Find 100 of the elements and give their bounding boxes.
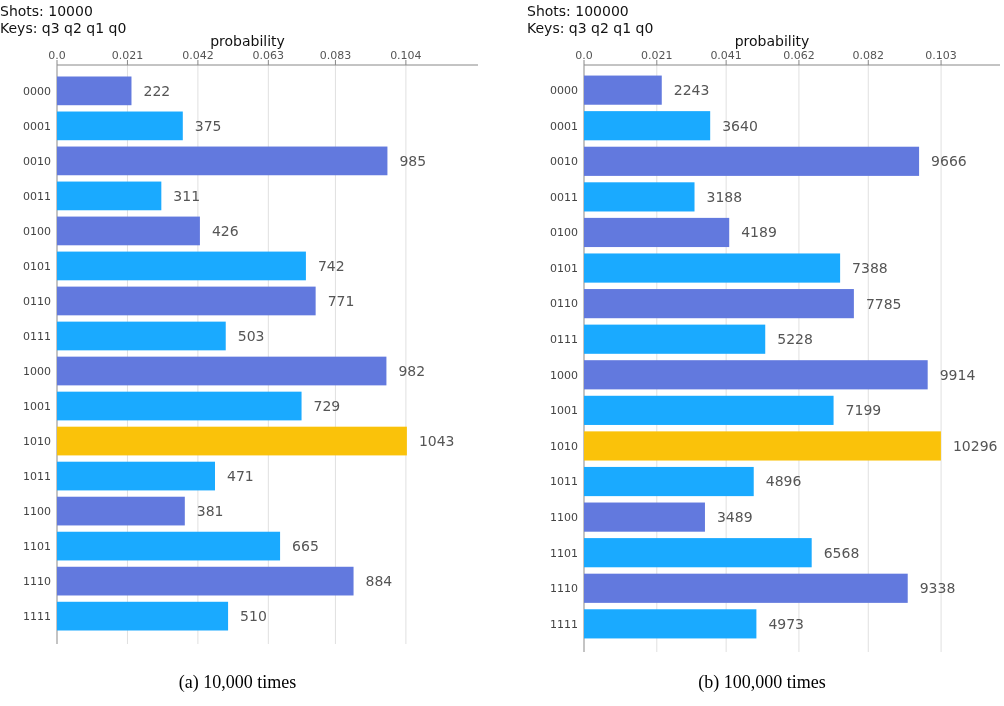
y-tick-label: 1001	[23, 399, 51, 413]
y-tick-label: 1000	[23, 364, 51, 378]
bar	[57, 286, 316, 316]
bar	[584, 609, 757, 639]
bar	[57, 531, 281, 561]
bar	[57, 111, 183, 141]
y-tick-label: 0110	[550, 297, 578, 311]
bar	[584, 182, 695, 212]
y-tick-label: 1110	[550, 582, 578, 596]
data-label: 9914	[939, 366, 976, 383]
data-label: 381	[196, 502, 224, 519]
y-tick-label: 0011	[23, 189, 51, 203]
y-tick-label: 0100	[550, 226, 578, 240]
data-label: 985	[399, 152, 427, 169]
x2-axis-title: probability	[734, 33, 810, 49]
y-tick-label: 1110	[23, 574, 51, 588]
x2-tick-label: 0.041	[710, 49, 742, 62]
y-tick-label: 1010	[23, 434, 51, 448]
bar	[584, 573, 908, 603]
data-label: 7785	[865, 295, 902, 312]
y-tick-label: 1010	[550, 439, 578, 453]
y-tick-label: 0111	[23, 329, 51, 343]
bar	[584, 538, 812, 568]
data-label: 9666	[931, 153, 967, 170]
bar	[584, 253, 841, 283]
bar	[584, 324, 766, 354]
text: (a) 10,000 times	[178, 672, 297, 693]
y-tick-label: 1001	[550, 404, 578, 418]
y-tick-label: 1111	[23, 609, 51, 623]
data-label: 1043	[418, 432, 455, 449]
bar	[57, 216, 200, 246]
text: Keys: q3 q2 q1 q0	[0, 20, 127, 36]
y-tick-label: 0001	[550, 119, 578, 133]
data-label: 3188	[706, 188, 743, 205]
bar	[584, 146, 920, 176]
y-tick-label: 1100	[23, 504, 51, 518]
y-tick-label: 1011	[550, 475, 578, 489]
bar	[57, 496, 185, 526]
bar	[57, 461, 215, 491]
data-label: 375	[194, 117, 222, 134]
x2-tick-label: 0.104	[390, 49, 422, 62]
data-label: 10296	[952, 437, 998, 454]
bar	[584, 111, 711, 141]
data-label: 471	[227, 467, 254, 484]
y-tick-label: 1100	[550, 510, 578, 524]
data-label: 5228	[777, 331, 813, 348]
data-label: 4896	[765, 473, 802, 490]
data-label: 6568	[823, 544, 860, 561]
x2-tick-label: 0.103	[925, 49, 957, 62]
bar	[584, 75, 662, 105]
bar	[584, 431, 941, 461]
bar	[57, 601, 229, 631]
y-tick-label: 1101	[550, 546, 578, 560]
y-tick-label: 0110	[23, 294, 51, 308]
x2-tick-label: 0.082	[852, 49, 885, 62]
bar	[57, 181, 162, 211]
data-label: 9338	[919, 580, 956, 597]
x2-tick-label: 0.021	[111, 49, 144, 62]
bar	[584, 466, 754, 497]
y-tick-label: 0111	[550, 333, 578, 347]
data-label: 771	[327, 292, 355, 309]
y-tick-label: 0101	[550, 261, 578, 275]
y-tick-label: 0010	[550, 155, 578, 169]
y-tick-label: 0001	[23, 119, 51, 133]
data-label: 3489	[716, 509, 753, 526]
bar	[584, 502, 705, 532]
y-tick-label: 1101	[23, 539, 51, 553]
y-tick-label: 0000	[550, 84, 578, 97]
x2-tick-label: 0.063	[252, 49, 285, 62]
data-label: 7388	[852, 259, 888, 276]
data-label: 742	[317, 257, 345, 274]
x2-tick-label: 0.083	[319, 49, 352, 62]
y-tick-label: 0011	[550, 190, 578, 204]
x2-tick-label: 0.042	[182, 49, 214, 62]
bar	[584, 360, 928, 390]
data-label: 982	[398, 362, 426, 379]
bar	[57, 356, 387, 386]
data-label: 729	[313, 397, 341, 414]
bar	[584, 217, 730, 248]
y-tick-label: 0101	[23, 259, 51, 273]
x2-axis-title: probability	[210, 33, 285, 49]
data-label: 222	[143, 82, 171, 99]
x2-tick-label: 0.0	[48, 49, 66, 62]
y-tick-label: 1011	[23, 469, 51, 483]
text: (b) 100,000 times	[698, 672, 826, 693]
data-label: 4189	[741, 224, 777, 241]
x2-tick-label: 0.021	[641, 49, 673, 62]
y-tick-label: 1000	[550, 368, 578, 382]
bar	[57, 76, 132, 106]
data-label: 426	[211, 222, 239, 239]
data-label: 3640	[722, 117, 758, 134]
bar	[57, 321, 226, 351]
bar	[57, 566, 354, 596]
bar	[57, 391, 302, 421]
data-label: 665	[292, 538, 319, 554]
y-tick-label: 1111	[550, 617, 578, 631]
text: Keys: q3 q2 q1 q0	[527, 20, 654, 36]
y-tick-label: 0010	[23, 154, 51, 168]
bar	[584, 395, 834, 425]
bar	[57, 251, 306, 281]
